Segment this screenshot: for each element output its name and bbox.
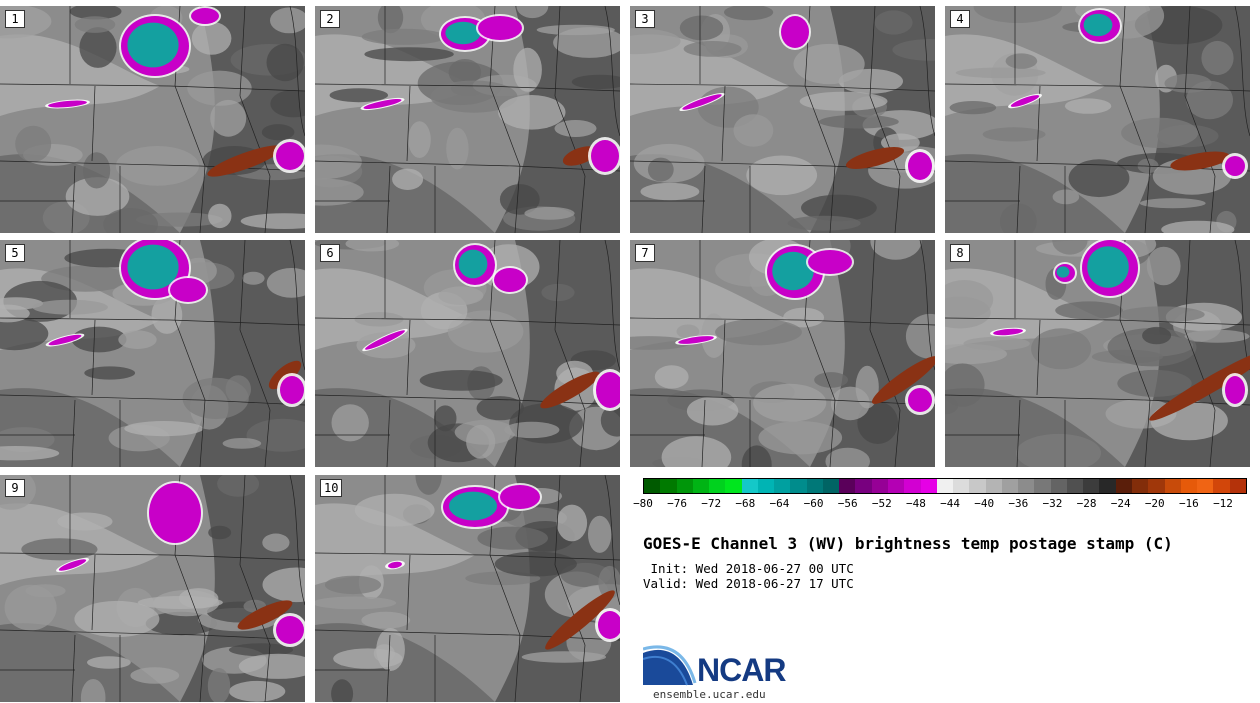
colorbar-cell	[953, 479, 970, 493]
colorbar-cell	[904, 479, 921, 493]
panel-number-label: 9	[5, 479, 25, 497]
colorbar-cell	[1018, 479, 1035, 493]
colorbar-tick-label: −48	[906, 497, 926, 510]
colorbar-cell	[871, 479, 888, 493]
panel-7: 7	[630, 240, 935, 467]
panel-number-label: 1	[5, 10, 25, 28]
panel-number-label: 10	[320, 479, 343, 497]
colorbar-cell	[1066, 479, 1084, 493]
panel-number-label: 4	[950, 10, 970, 28]
panel-5: 5	[0, 240, 305, 467]
colorbar-tick-label: −16	[1178, 497, 1199, 510]
wv-map	[945, 240, 1250, 467]
panel-number-label: 6	[320, 244, 340, 262]
colorbar-cell	[839, 479, 856, 493]
colorbar-cell	[920, 479, 937, 493]
wv-map	[315, 475, 620, 702]
init-time: Init: Wed 2018-06-27 00 UTC	[643, 561, 854, 576]
colorbar-cell	[709, 479, 726, 493]
colorbar-tick-label: −20	[1144, 497, 1165, 510]
colorbar-tick-label: −52	[871, 497, 892, 510]
panel-6: 6	[315, 240, 620, 467]
colorbar-tick-label: −72	[701, 497, 722, 510]
wv-map	[0, 240, 305, 467]
colorbar-tick-label: −12	[1213, 497, 1233, 510]
colorbar-cell	[692, 479, 710, 493]
panel-number-label: 2	[320, 10, 340, 28]
colorbar-cell	[1001, 479, 1019, 493]
colorbar-cell	[1099, 479, 1116, 493]
colorbar-cell	[1229, 479, 1246, 493]
panel-number-label: 8	[950, 244, 970, 262]
panel-3: 3	[630, 6, 935, 233]
colorbar-cell	[1148, 479, 1165, 493]
colorbar-cell	[1197, 479, 1214, 493]
wv-map	[315, 240, 620, 467]
ncar-logo-icon	[643, 645, 697, 686]
colorbar-tick-label: −56	[837, 497, 858, 510]
wv-map	[630, 6, 935, 233]
valid-time: Valid: Wed 2018-06-27 17 UTC	[643, 576, 854, 591]
colorbar-cell	[887, 479, 905, 493]
colorbar-cell	[936, 479, 954, 493]
colorbar-cell	[822, 479, 840, 493]
colorbar-cell	[1180, 479, 1198, 493]
panel-9: 9	[0, 475, 305, 702]
colorbar-tick-label: −76	[667, 497, 688, 510]
panel-number-label: 5	[5, 244, 25, 262]
colorbar-cell	[1083, 479, 1100, 493]
panel-8: 8	[945, 240, 1250, 467]
colorbar-cell	[1034, 479, 1051, 493]
colorbar-cell	[855, 479, 872, 493]
colorbar-cell	[1131, 479, 1149, 493]
panel-10: 10	[315, 475, 620, 702]
colorbar-tick-label: −64	[769, 497, 790, 510]
colorbar-tick-label: −68	[735, 497, 756, 510]
wv-map	[0, 6, 305, 233]
colorbar-cell	[985, 479, 1002, 493]
panel-number-label: 3	[635, 10, 655, 28]
colorbar-cell	[790, 479, 807, 493]
wv-map	[945, 6, 1250, 233]
wv-map	[315, 6, 620, 233]
colorbar-cell	[1050, 479, 1067, 493]
colorbar-ticks: −80 −76 −72 −68 −64 −60 −56 −52 −48 −44 −40 −36 −32−…	[633, 497, 1247, 513]
panel-4: 4	[945, 6, 1250, 233]
colorbar-cell	[774, 479, 791, 493]
colorbar-cell	[676, 479, 693, 493]
colorbar-tick-label: −32	[1042, 497, 1063, 510]
colorbar-cell	[757, 479, 775, 493]
colorbar-cell	[806, 479, 823, 493]
wv-map	[0, 475, 305, 702]
colorbar-tick-label: −40	[974, 497, 995, 510]
colorbar-cell	[644, 479, 661, 493]
colorbar-cell	[1213, 479, 1230, 493]
colorbar-tick-label: −60	[803, 497, 824, 510]
colorbar-tick-label: −36	[1008, 497, 1029, 510]
colorbar-tick-label: −80	[633, 497, 653, 510]
logo-text: NCAR	[697, 652, 786, 688]
figure-title: GOES-E Channel 3 (WV) brightness temp po…	[643, 534, 1173, 553]
wv-map	[630, 240, 935, 467]
colorbar-tick-label: −44	[940, 497, 960, 510]
colorbar	[643, 478, 1247, 494]
colorbar-cell	[1115, 479, 1132, 493]
colorbar-cell	[1164, 479, 1181, 493]
colorbar-cell	[741, 479, 758, 493]
logo-url[interactable]: ensemble.ucar.edu	[653, 688, 766, 701]
panel-number-label: 7	[635, 244, 655, 262]
colorbar-tick-label: −24	[1110, 497, 1131, 510]
colorbar-cell	[725, 479, 742, 493]
colorbar-tick-label: −28	[1076, 497, 1097, 510]
colorbar-cell	[660, 479, 677, 493]
panel-2: 2	[315, 6, 620, 233]
colorbar-cell	[969, 479, 986, 493]
panel-1: 1	[0, 6, 305, 233]
